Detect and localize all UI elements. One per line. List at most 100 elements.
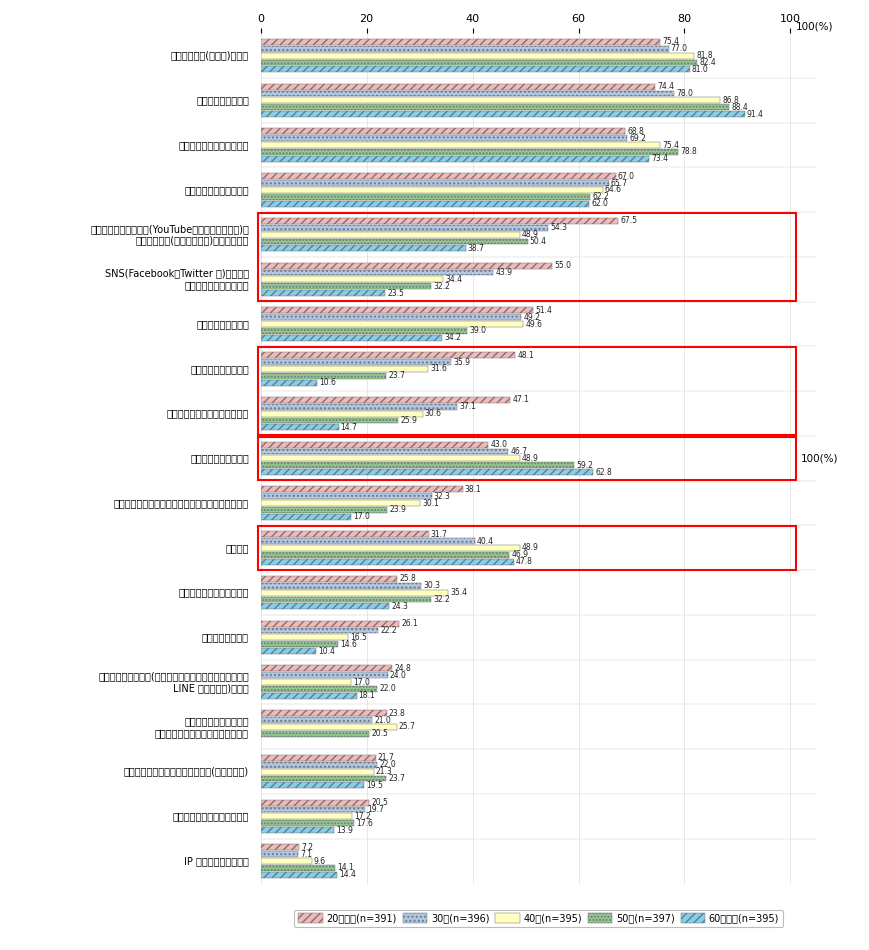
Bar bbox=[261, 813, 352, 819]
Text: 77.0: 77.0 bbox=[671, 45, 687, 53]
Bar bbox=[261, 218, 618, 224]
Bar bbox=[261, 665, 392, 672]
Text: 24.0: 24.0 bbox=[390, 671, 407, 680]
Bar bbox=[261, 187, 603, 193]
Bar bbox=[261, 851, 298, 857]
Text: 73.4: 73.4 bbox=[652, 154, 668, 163]
Bar bbox=[261, 775, 386, 782]
Text: 21.7: 21.7 bbox=[378, 753, 395, 763]
Text: 40.4: 40.4 bbox=[477, 537, 494, 545]
Text: 31.6: 31.6 bbox=[430, 365, 447, 373]
Text: 51.4: 51.4 bbox=[535, 306, 552, 314]
Bar bbox=[261, 104, 729, 110]
Text: 24.3: 24.3 bbox=[392, 602, 408, 611]
Bar bbox=[261, 156, 649, 162]
Bar bbox=[261, 693, 356, 699]
Text: 19.7: 19.7 bbox=[368, 805, 384, 814]
Bar bbox=[261, 410, 423, 417]
Text: 25.8: 25.8 bbox=[400, 575, 416, 583]
Text: 39.0: 39.0 bbox=[469, 327, 487, 335]
Text: 16.5: 16.5 bbox=[350, 633, 367, 642]
Text: 65.7: 65.7 bbox=[611, 179, 627, 187]
Bar bbox=[261, 559, 514, 564]
Bar bbox=[261, 628, 378, 634]
Bar bbox=[261, 769, 374, 774]
Bar bbox=[261, 194, 590, 200]
Text: 78.0: 78.0 bbox=[676, 89, 693, 98]
Bar bbox=[261, 52, 694, 59]
Bar bbox=[261, 514, 351, 520]
Bar bbox=[261, 149, 678, 155]
Text: 23.7: 23.7 bbox=[388, 774, 405, 783]
Text: 49.6: 49.6 bbox=[526, 319, 542, 329]
Text: 22.2: 22.2 bbox=[381, 626, 397, 635]
Bar bbox=[261, 66, 690, 72]
Text: 22.0: 22.0 bbox=[380, 685, 396, 693]
Text: 9.6: 9.6 bbox=[314, 857, 326, 865]
Text: 74.4: 74.4 bbox=[657, 82, 673, 91]
Text: 35.4: 35.4 bbox=[450, 588, 468, 598]
Text: 47.8: 47.8 bbox=[516, 557, 533, 566]
Bar bbox=[261, 442, 488, 447]
Text: 59.2: 59.2 bbox=[576, 461, 594, 469]
Bar bbox=[261, 582, 421, 589]
Bar bbox=[261, 820, 354, 826]
Text: 23.9: 23.9 bbox=[389, 505, 407, 515]
Bar bbox=[261, 180, 608, 186]
Bar bbox=[261, 245, 466, 252]
Text: 13.9: 13.9 bbox=[336, 826, 354, 835]
Text: 81.8: 81.8 bbox=[696, 51, 713, 60]
Bar bbox=[261, 603, 389, 609]
Text: 32.2: 32.2 bbox=[434, 595, 450, 604]
Text: 18.1: 18.1 bbox=[359, 692, 375, 700]
Text: 75.4: 75.4 bbox=[662, 37, 680, 47]
Bar bbox=[261, 232, 520, 238]
Text: 26.1: 26.1 bbox=[401, 619, 418, 628]
Text: 25.9: 25.9 bbox=[400, 416, 417, 425]
Bar bbox=[261, 500, 420, 506]
Bar bbox=[261, 352, 515, 358]
Bar bbox=[261, 60, 697, 66]
Bar bbox=[261, 448, 508, 454]
Text: 82.4: 82.4 bbox=[700, 58, 716, 67]
Text: 17.2: 17.2 bbox=[354, 812, 371, 821]
Bar bbox=[261, 397, 510, 403]
Text: 78.8: 78.8 bbox=[680, 147, 697, 157]
Text: 35.9: 35.9 bbox=[453, 357, 470, 367]
Bar bbox=[261, 84, 654, 89]
Text: 62.2: 62.2 bbox=[593, 192, 609, 201]
Text: 100(%): 100(%) bbox=[801, 453, 839, 464]
Bar bbox=[261, 200, 589, 206]
Text: 34.2: 34.2 bbox=[444, 333, 461, 342]
Text: 7.2: 7.2 bbox=[301, 843, 313, 852]
Text: 64.6: 64.6 bbox=[605, 185, 622, 195]
Bar bbox=[261, 39, 660, 45]
Text: 48.9: 48.9 bbox=[521, 230, 539, 239]
Bar bbox=[261, 762, 377, 768]
Bar bbox=[261, 755, 375, 761]
Text: 20.5: 20.5 bbox=[371, 730, 388, 738]
Bar bbox=[261, 335, 441, 341]
Text: 23.5: 23.5 bbox=[388, 289, 404, 297]
Bar bbox=[261, 380, 317, 386]
Bar bbox=[261, 620, 399, 627]
Bar bbox=[261, 673, 388, 678]
Text: 48.1: 48.1 bbox=[518, 351, 534, 360]
Text: 46.9: 46.9 bbox=[511, 550, 528, 560]
Text: 75.4: 75.4 bbox=[662, 141, 680, 149]
Text: 46.7: 46.7 bbox=[510, 447, 527, 456]
Bar bbox=[261, 238, 527, 244]
Text: 17.0: 17.0 bbox=[353, 512, 369, 522]
Text: 14.1: 14.1 bbox=[337, 864, 355, 872]
Bar bbox=[261, 417, 398, 424]
Bar bbox=[261, 552, 509, 558]
Bar bbox=[261, 711, 387, 716]
Bar bbox=[261, 142, 660, 148]
Text: 81.0: 81.0 bbox=[692, 65, 708, 74]
Text: 23.8: 23.8 bbox=[389, 709, 406, 717]
Bar bbox=[261, 686, 377, 692]
Text: 67.0: 67.0 bbox=[618, 172, 634, 180]
Bar bbox=[261, 321, 523, 327]
Bar bbox=[261, 173, 615, 180]
Text: 14.4: 14.4 bbox=[339, 870, 356, 880]
